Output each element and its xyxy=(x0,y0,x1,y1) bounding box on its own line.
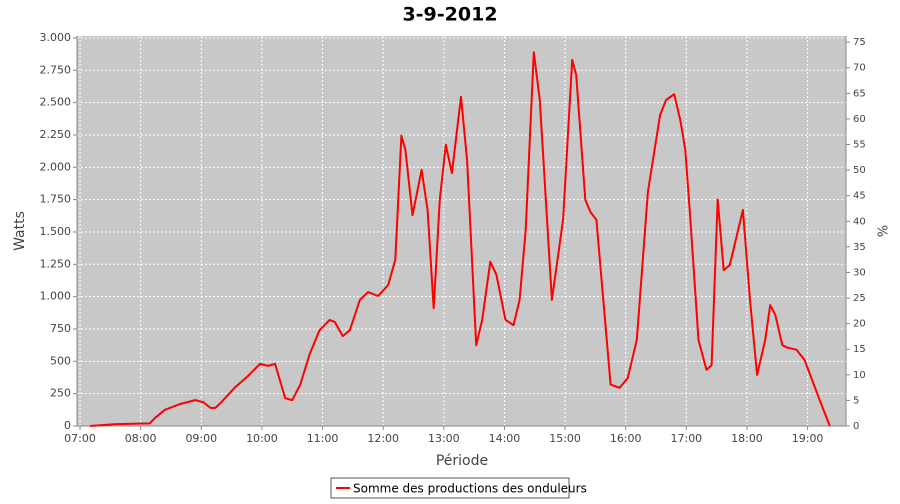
x-tick-label: 11:00 xyxy=(307,432,339,445)
y-tick-label: 2.500 xyxy=(40,96,72,109)
x-tick-label: 12:00 xyxy=(367,432,399,445)
x-tick-label: 16:00 xyxy=(610,432,642,445)
y2-tick-label: 70 xyxy=(853,63,866,74)
x-tick-label: 13:00 xyxy=(428,432,460,445)
x-tick-label: 08:00 xyxy=(125,432,157,445)
y-tick-label: 250 xyxy=(50,387,71,400)
y-tick-label: 1.000 xyxy=(40,290,72,303)
x-tick-label: 19:00 xyxy=(792,432,824,445)
y2-axis-label: % xyxy=(874,225,889,237)
y-tick-label: 0 xyxy=(64,419,71,432)
y2-tick-label: 15 xyxy=(853,344,866,355)
y-tick-label: 750 xyxy=(50,322,71,335)
y2-tick-label: 5 xyxy=(853,395,859,406)
y-tick-label: 1.500 xyxy=(40,225,72,238)
y-axis-label: Watts xyxy=(12,211,28,251)
chart-title: 3-9-2012 xyxy=(402,4,497,26)
y2-tick-label: 0 xyxy=(853,421,859,432)
y2-tick-label: 50 xyxy=(853,165,866,176)
y2-tick-label: 55 xyxy=(853,140,866,151)
y2-tick-label: 45 xyxy=(853,191,866,202)
x-tick-label: 15:00 xyxy=(549,432,581,445)
x-tick-label: 09:00 xyxy=(185,432,217,445)
legend-label: Somme des productions des onduleurs xyxy=(353,482,587,496)
y2-tick-label: 35 xyxy=(853,242,866,253)
y2-tick-label: 65 xyxy=(853,88,866,99)
x-tick-label: 07:00 xyxy=(64,432,96,445)
x-axis-label: Période xyxy=(436,453,488,469)
y-tick-label: 1.250 xyxy=(40,257,72,270)
y2-tick-label: 30 xyxy=(853,267,866,278)
y-tick-label: 1.750 xyxy=(40,193,72,206)
y2-tick-label: 40 xyxy=(853,216,866,227)
y-tick-label: 2.250 xyxy=(40,128,72,141)
y-tick-label: 500 xyxy=(50,354,71,367)
y2-tick-label: 60 xyxy=(853,114,866,125)
y2-tick-label: 75 xyxy=(853,37,866,48)
y-tick-label: 3.000 xyxy=(40,31,72,44)
y2-tick-label: 20 xyxy=(853,319,866,330)
y2-tick-label: 10 xyxy=(853,370,866,381)
y-tick-label: 2.750 xyxy=(40,63,72,76)
plot-area xyxy=(77,36,846,426)
legend xyxy=(330,477,570,499)
x-tick-label: 17:00 xyxy=(670,432,702,445)
y2-tick-label: 25 xyxy=(853,293,866,304)
y-tick-label: 2.000 xyxy=(40,160,72,173)
x-tick-label: 18:00 xyxy=(731,432,763,445)
series-line xyxy=(90,51,831,427)
x-tick-label: 14:00 xyxy=(489,432,521,445)
x-tick-label: 10:00 xyxy=(246,432,278,445)
